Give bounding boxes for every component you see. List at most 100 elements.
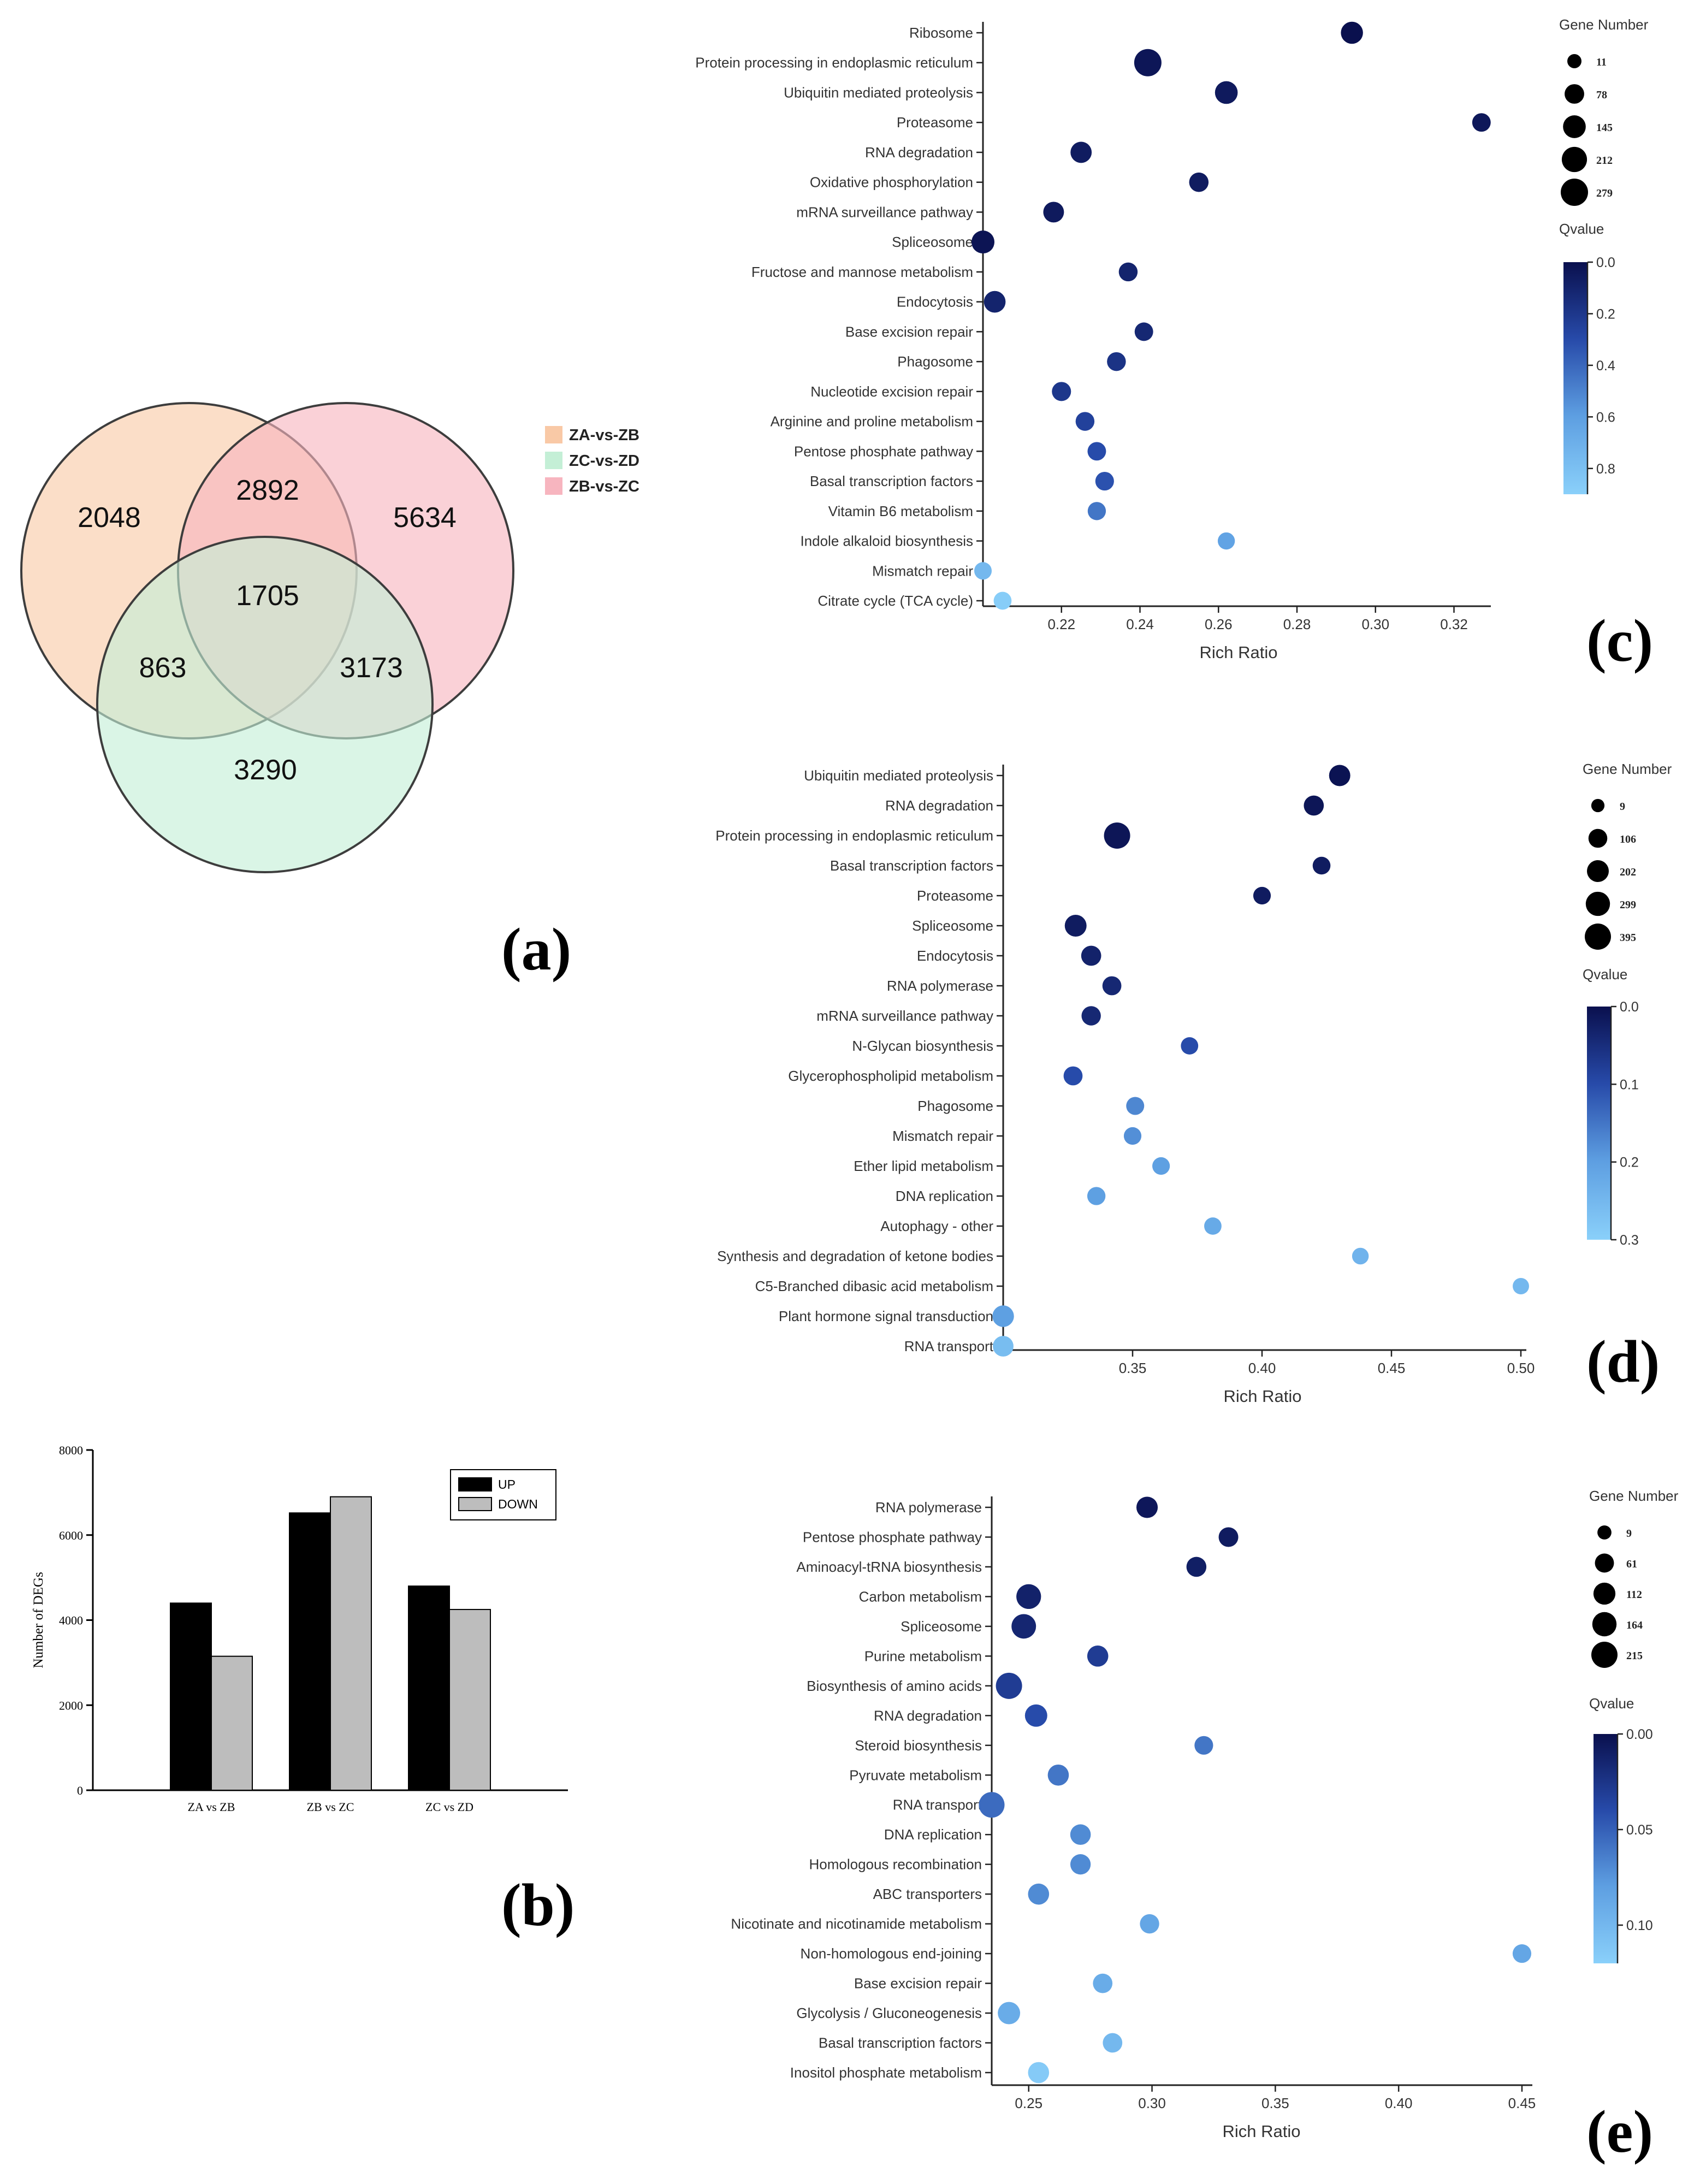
bubble-d-point-17 [1513, 1278, 1529, 1294]
bar-up-2 [408, 1585, 450, 1791]
bubble-d-row-label-18: Plant hormone signal transduction [779, 1308, 993, 1324]
bubble-e-point-7 [1024, 1704, 1047, 1727]
panel-label-a: (a) [501, 916, 571, 982]
bubble-e-row-label-13: ABC transporters [873, 1886, 982, 1902]
bubble-c-colorbar-tick-label-1: 0.2 [1596, 306, 1615, 322]
bubble-e-size-legend-label-2: 112 [1626, 1589, 1642, 1601]
bubble-e-row-label-4: Spliceosome [901, 1618, 982, 1635]
bubble-d-row-label-2: Protein processing in endoplasmic reticu… [715, 827, 993, 844]
bubble-e-point-15 [1512, 1944, 1532, 1963]
bubble-c-colorbar-tick-label-4: 0.8 [1596, 461, 1615, 477]
bubble-e-point-2 [1186, 1556, 1207, 1577]
bubble-c-row-label-0: Ribosome [909, 25, 973, 41]
bubble-e-x-label: Rich Ratio [1223, 2122, 1301, 2141]
bubble-c-point-13 [1075, 412, 1095, 431]
bubble-d-point-13 [1152, 1157, 1170, 1175]
bubble-e-colorbar [1594, 1734, 1618, 1963]
bubble-e-point-9 [1047, 1764, 1069, 1786]
bubble-d-size-legend-label-2: 202 [1620, 866, 1636, 878]
bubble-c-point-11 [1107, 352, 1126, 371]
bubble-c-point-19 [993, 591, 1012, 610]
bar-ytick-label-1: 2000 [59, 1698, 83, 1712]
bar-legend-swatch-1 [458, 1497, 492, 1511]
bubble-e-row-label-10: RNA transport [893, 1797, 982, 1813]
bubble-d-x-label: Rich Ratio [1224, 1387, 1302, 1406]
bubble-d-size-legend-dot-3 [1585, 891, 1610, 916]
bubble-d-size-legend-dot-1 [1588, 828, 1608, 848]
bubble-c-xtick-label-2: 0.26 [1205, 616, 1233, 632]
bubble-e-row-label-1: Pentose phosphate pathway [803, 1529, 982, 1545]
bubble-d-size-legend-label-0: 9 [1620, 801, 1625, 813]
venn-count-za_zc: 863 [139, 652, 187, 684]
bubble-e-size-legend-label-1: 61 [1626, 1558, 1637, 1570]
bubble-e-point-17 [998, 2002, 1021, 2025]
bar-ytick-label-0: 0 [77, 1784, 83, 1797]
bubble-c-size-legend-title: Gene Number [1559, 16, 1649, 33]
bubble-e-point-0 [1136, 1496, 1158, 1518]
bubble-c-row-label-15: Basal transcription factors [810, 473, 973, 489]
bubble-d-point-15 [1204, 1217, 1222, 1235]
panel-label-d: (d) [1586, 1328, 1660, 1395]
bubble-c-point-6 [1043, 202, 1064, 223]
bar-legend-swatch-0 [458, 1477, 492, 1491]
bubble-e-row-label-18: Basal transcription factors [819, 2035, 982, 2051]
bubble-e-point-10 [979, 1792, 1005, 1818]
venn-count-zb_only: 5634 [393, 502, 457, 534]
bubble-c-point-18 [974, 562, 992, 580]
bubble-c-size-legend-dot-2 [1563, 115, 1586, 138]
bubble-e-xtick-label-0: 0.25 [1015, 2095, 1042, 2111]
bubble-e-point-8 [1194, 1736, 1213, 1755]
bubble-d-row-label-8: mRNA surveillance pathway [816, 1008, 993, 1024]
bar-down-2 [449, 1609, 491, 1791]
bubble-e-row-label-17: Glycolysis / Gluconeogenesis [796, 2005, 982, 2021]
bubble-c-row-label-5: Oxidative phosphorylation [810, 174, 973, 191]
bubble-d-xtick-label-2: 0.45 [1378, 1360, 1406, 1376]
bubble-d-point-10 [1063, 1066, 1083, 1086]
bubble-d-size-legend-dot-0 [1591, 798, 1605, 813]
bubble-chart-c-panel: Ribosome Protein processing in endoplasmi… [695, 16, 1648, 662]
bubble-d-row-label-6: Endocytosis [917, 948, 993, 964]
bubble-c-point-15 [1095, 471, 1114, 491]
bubble-e-row-label-2: Aminoacyl-tRNA biosynthesis [796, 1559, 982, 1575]
bubble-d-size-legend-dot-2 [1586, 860, 1609, 883]
bubble-e-point-5 [1087, 1646, 1109, 1667]
bubble-d-size-legend-label-3: 299 [1620, 899, 1636, 911]
bubble-e-size-legend-dot-3 [1592, 1612, 1617, 1637]
bubble-e-size-legend-label-4: 215 [1626, 1650, 1643, 1662]
bubble-c-row-label-18: Mismatch repair [872, 563, 973, 579]
bubble-e-point-16 [1093, 1973, 1113, 1993]
bubble-d-row-label-15: Autophagy - other [880, 1218, 993, 1234]
bubble-d-row-label-4: Proteasome [917, 887, 993, 904]
bubble-d-xtick-label-1: 0.40 [1248, 1360, 1276, 1376]
bubble-d-colorbar-tick-label-2: 0.2 [1620, 1155, 1639, 1170]
bubble-e-point-13 [1028, 1883, 1050, 1905]
bubble-d-row-label-12: Mismatch repair [892, 1128, 993, 1144]
bubble-c-row-label-7: Spliceosome [892, 234, 973, 250]
venn-count-zc_only: 3290 [234, 754, 297, 786]
bubble-c-point-17 [1217, 532, 1235, 550]
bubble-e-xtick-label-3: 0.40 [1385, 2095, 1413, 2111]
bubble-d-point-5 [1064, 915, 1087, 937]
bubble-d-point-3 [1312, 856, 1331, 875]
bubble-e-size-legend-label-3: 164 [1626, 1619, 1643, 1631]
bubble-d-row-label-13: Ether lipid metabolism [854, 1158, 993, 1174]
bubble-c-colorbar-tick-label-2: 0.4 [1596, 358, 1615, 374]
bubble-c-point-5 [1189, 172, 1209, 192]
bubble-c-point-7 [972, 230, 994, 254]
bubble-e-point-4 [1011, 1614, 1036, 1639]
bubble-e-row-label-16: Base excision repair [854, 1975, 982, 1992]
venn-diagram-panel: 2048 2892 5634 1705 863 3173 3290 ZA-vs-ZB ZC-vs… [20, 402, 639, 873]
bubble-c-xtick-label-5: 0.32 [1440, 616, 1468, 632]
bubble-c-point-16 [1087, 502, 1106, 520]
bubble-c-size-legend-dot-1 [1565, 84, 1584, 104]
bubble-d-point-14 [1087, 1187, 1106, 1205]
bubble-e-colorbar-tick-label-2: 0.10 [1626, 1918, 1653, 1933]
bubble-d-row-label-14: DNA replication [896, 1188, 993, 1204]
bubble-c-row-label-12: Nucleotide excision repair [810, 383, 973, 400]
bubble-e-row-label-3: Carbon metabolism [859, 1588, 982, 1605]
bubble-c-point-10 [1134, 322, 1153, 341]
bubble-c-size-legend-label-2: 145 [1596, 122, 1613, 134]
bubble-e-size-legend-dot-4 [1591, 1642, 1618, 1668]
bubble-c-row-label-13: Arginine and proline metabolism [771, 413, 973, 430]
bubble-d-colorbar-tick-label-3: 0.3 [1620, 1233, 1639, 1248]
